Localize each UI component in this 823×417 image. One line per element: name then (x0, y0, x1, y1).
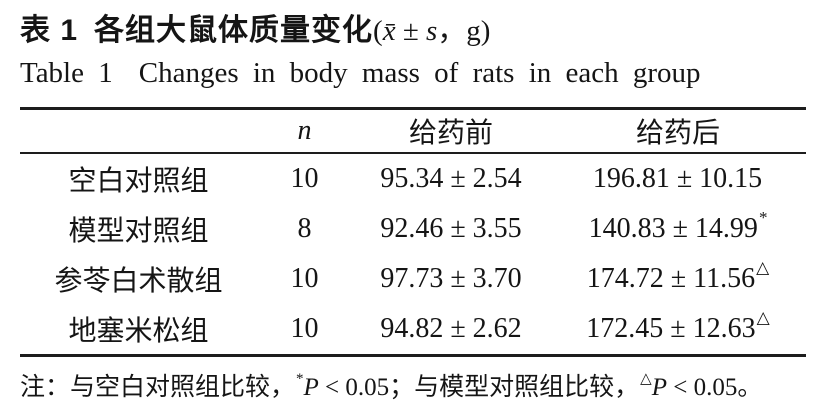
formula-open-paren: ( (373, 15, 383, 47)
group-column-header (20, 108, 257, 154)
after-value: 196.81 ± 10.15 (592, 162, 763, 194)
after-value: 174.72 ± 11.56 (586, 262, 756, 294)
before-column-header: 给药前 (352, 108, 550, 154)
p-symbol: P (651, 373, 667, 401)
table-footnote: 注：与空白对照组比较，*P < 0.05；与模型对照组比较，△P < 0.05。 (20, 371, 806, 405)
table-row: 空白对照组 10 95.34 ± 2.54 196.81 ± 10.15 (20, 153, 806, 204)
after-value-cell: 140.83 ± 14.99* (550, 204, 806, 254)
p-symbol: P (303, 373, 319, 401)
table-title-en: Table 1 Changes in body mass of rats in e… (20, 55, 806, 93)
significance-marker: △ (756, 258, 770, 278)
triangle-marker: △ (640, 371, 652, 388)
table-title-en-text: Changes in body mass of rats in each gro… (138, 57, 701, 89)
after-value-cell: 196.81 ± 10.15 (550, 153, 806, 204)
table-number-zh: 表 1 (20, 14, 79, 47)
asterisk-marker: * (296, 371, 304, 388)
table-title-zh: 表 1 各组大鼠体质量变化(x̄ ± s，g) (20, 10, 806, 52)
n-cell: 10 (290, 312, 319, 344)
formula-unit-close: ，g) (437, 15, 491, 47)
after-value: 140.83 ± 14.99 (588, 212, 758, 244)
before-value-cell: 95.34 ± 2.54 (380, 162, 522, 194)
n-cell: 10 (290, 162, 319, 194)
formula-plus-minus: ± (395, 15, 426, 47)
before-value-cell: 97.73 ± 3.70 (380, 262, 522, 294)
n-cell: 8 (297, 212, 312, 244)
table-row: 模型对照组 8 92.46 ± 3.55 140.83 ± 14.99* (20, 204, 806, 254)
significance-marker: △ (756, 308, 770, 328)
table-title-zh-text: 各组大鼠体质量变化 (94, 14, 374, 47)
after-value-cell: 174.72 ± 11.56△ (550, 254, 806, 304)
table-number-en: Table 1 (20, 57, 113, 89)
before-value-cell: 94.82 ± 2.62 (380, 312, 522, 344)
n-column-header: n (257, 108, 352, 154)
table-row: 参苓白术散组 10 97.73 ± 3.70 174.72 ± 11.56△ (20, 254, 806, 304)
group-name-cell: 空白对照组 (68, 165, 209, 197)
significance-marker: * (758, 208, 768, 228)
group-name-cell: 地塞米松组 (68, 315, 209, 347)
stat-formula: (x̄ ± s，g) (373, 15, 490, 47)
footnote-segment-2: < 0.05。 (666, 373, 763, 401)
after-value-cell: 172.45 ± 12.63△ (550, 304, 806, 356)
formula-xbar: x̄ (382, 15, 396, 47)
after-column-header: 给药后 (550, 108, 806, 154)
table-row: 地塞米松组 10 94.82 ± 2.62 172.45 ± 12.63△ (20, 304, 806, 356)
n-cell: 10 (290, 262, 319, 294)
group-name-cell: 模型对照组 (68, 215, 209, 247)
before-value-cell: 92.46 ± 3.55 (380, 212, 522, 244)
after-value: 172.45 ± 12.63 (586, 312, 756, 344)
formula-s: s (426, 15, 438, 47)
header-row: n 给药前 给药后 (20, 108, 806, 154)
group-name-cell: 参苓白术散组 (54, 265, 223, 297)
footnote-segment-1: < 0.05；与模型对照组比较， (318, 373, 640, 401)
footnote-prefix: 注：与空白对照组比较， (20, 373, 296, 401)
body-mass-table: n 给药前 给药后 空白对照组 10 95.34 ± 2.54 196.81 ±… (20, 106, 806, 357)
